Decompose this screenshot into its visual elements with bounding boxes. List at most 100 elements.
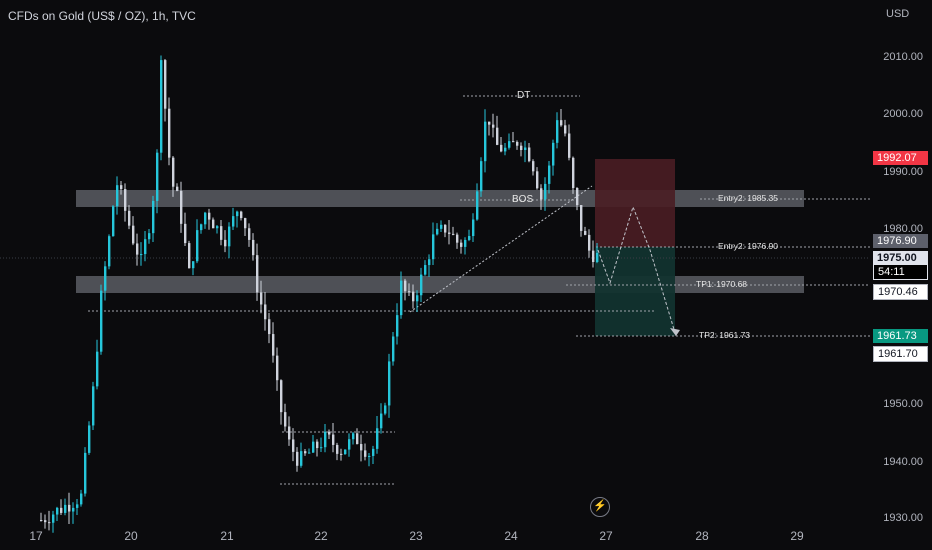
candle-body (444, 224, 447, 233)
time-tick: 23 (409, 529, 423, 543)
candle-body (548, 165, 551, 184)
candle-body (276, 355, 279, 381)
candle-body (484, 121, 487, 162)
entry-lower-label: Entry2: 1976.90 (718, 241, 779, 251)
candle-body (456, 234, 459, 243)
candle-body (272, 334, 275, 356)
candle-body (188, 243, 191, 269)
candle-body (596, 252, 599, 262)
tp2-tag-badge: 1961.73 (873, 329, 928, 343)
candle-body (40, 520, 43, 521)
candle-body (408, 291, 411, 293)
candle-body (592, 250, 595, 262)
candle-body (572, 157, 575, 188)
candle-body (508, 141, 511, 148)
candle-body (304, 451, 307, 454)
candle-body (500, 144, 503, 152)
trendline (409, 185, 593, 313)
candle-body (260, 292, 263, 305)
candle-body (52, 514, 55, 523)
arrow-icon (670, 328, 680, 336)
price-tick: 1950.00 (883, 398, 923, 410)
candle-body (104, 266, 107, 291)
candle-body (140, 254, 143, 256)
candle-body (520, 145, 523, 151)
candle-body (300, 451, 303, 466)
currency-label: USD (886, 8, 910, 20)
candle-body (256, 255, 259, 293)
candle-body (80, 493, 83, 505)
candle-body (228, 226, 231, 247)
tp1-label: TP1: 1970.68 (696, 279, 748, 289)
candle-body (160, 60, 163, 153)
entry-upper-label: Entry2: 1985.35 (718, 193, 779, 203)
candle-body (536, 171, 539, 189)
candle-body (380, 413, 383, 429)
candle-body (152, 200, 155, 234)
candle-body (312, 441, 315, 453)
candle-body (48, 522, 51, 524)
candle-body (472, 219, 475, 237)
time-tick: 20 (124, 529, 138, 543)
candle-body (356, 433, 359, 445)
stop-badge: 1992.07 (873, 151, 928, 165)
candle-body (320, 447, 323, 449)
time-tick-27: 27 (599, 529, 613, 543)
candle-body (336, 444, 339, 454)
candle-body (544, 183, 547, 200)
candle-body (208, 212, 211, 220)
candle-body (416, 295, 419, 302)
candle-body (516, 141, 519, 146)
candle-body (364, 450, 367, 457)
candle-body (136, 243, 139, 255)
candle-body (560, 120, 563, 126)
candle-body (316, 441, 319, 449)
time-tick: 21 (220, 529, 234, 543)
candle-body (372, 448, 375, 456)
candle-body (72, 507, 75, 512)
candle-body (412, 291, 415, 302)
candle-body (60, 507, 63, 513)
candle-body (204, 212, 207, 225)
candle-body (292, 439, 295, 452)
candle-body (400, 280, 403, 316)
time-tick: 28 (695, 529, 709, 543)
candle-body (480, 161, 483, 192)
projection-path (597, 205, 677, 337)
dt-label: DT (517, 90, 531, 101)
candle-body (224, 239, 227, 247)
candle-body (576, 187, 579, 206)
candle-body (284, 412, 287, 427)
candle-body (488, 121, 491, 125)
candle-body (308, 452, 311, 454)
candle-body (340, 453, 343, 455)
candle-body (108, 236, 111, 267)
candle-body (328, 431, 331, 435)
candle-body (512, 141, 515, 143)
candle-body (156, 152, 159, 201)
candle-body (264, 304, 267, 320)
candle-body (168, 108, 171, 158)
candle-body (296, 451, 299, 466)
candle-body (388, 361, 391, 406)
tp1-badge: 1970.46 (873, 284, 928, 300)
candle-body (420, 274, 423, 296)
price-tick: 2000.00 (883, 108, 923, 120)
candle-body (496, 127, 499, 145)
candle-body (564, 125, 567, 134)
candle-body (92, 386, 95, 426)
candle-body (232, 216, 235, 227)
candle-body (128, 210, 131, 226)
candle-body (492, 124, 495, 128)
candle-body (124, 189, 127, 211)
candle-body (464, 239, 467, 247)
lightning-icon[interactable]: ⚡ (590, 497, 610, 517)
candle-body (244, 218, 247, 229)
tp2-line-badge: 1961.70 (873, 346, 928, 362)
candle-body (164, 60, 167, 109)
time-tick: 24 (504, 529, 518, 543)
price-tick: 1940.00 (883, 456, 923, 468)
candle-body (448, 232, 451, 234)
take-profit-zone (595, 247, 675, 336)
